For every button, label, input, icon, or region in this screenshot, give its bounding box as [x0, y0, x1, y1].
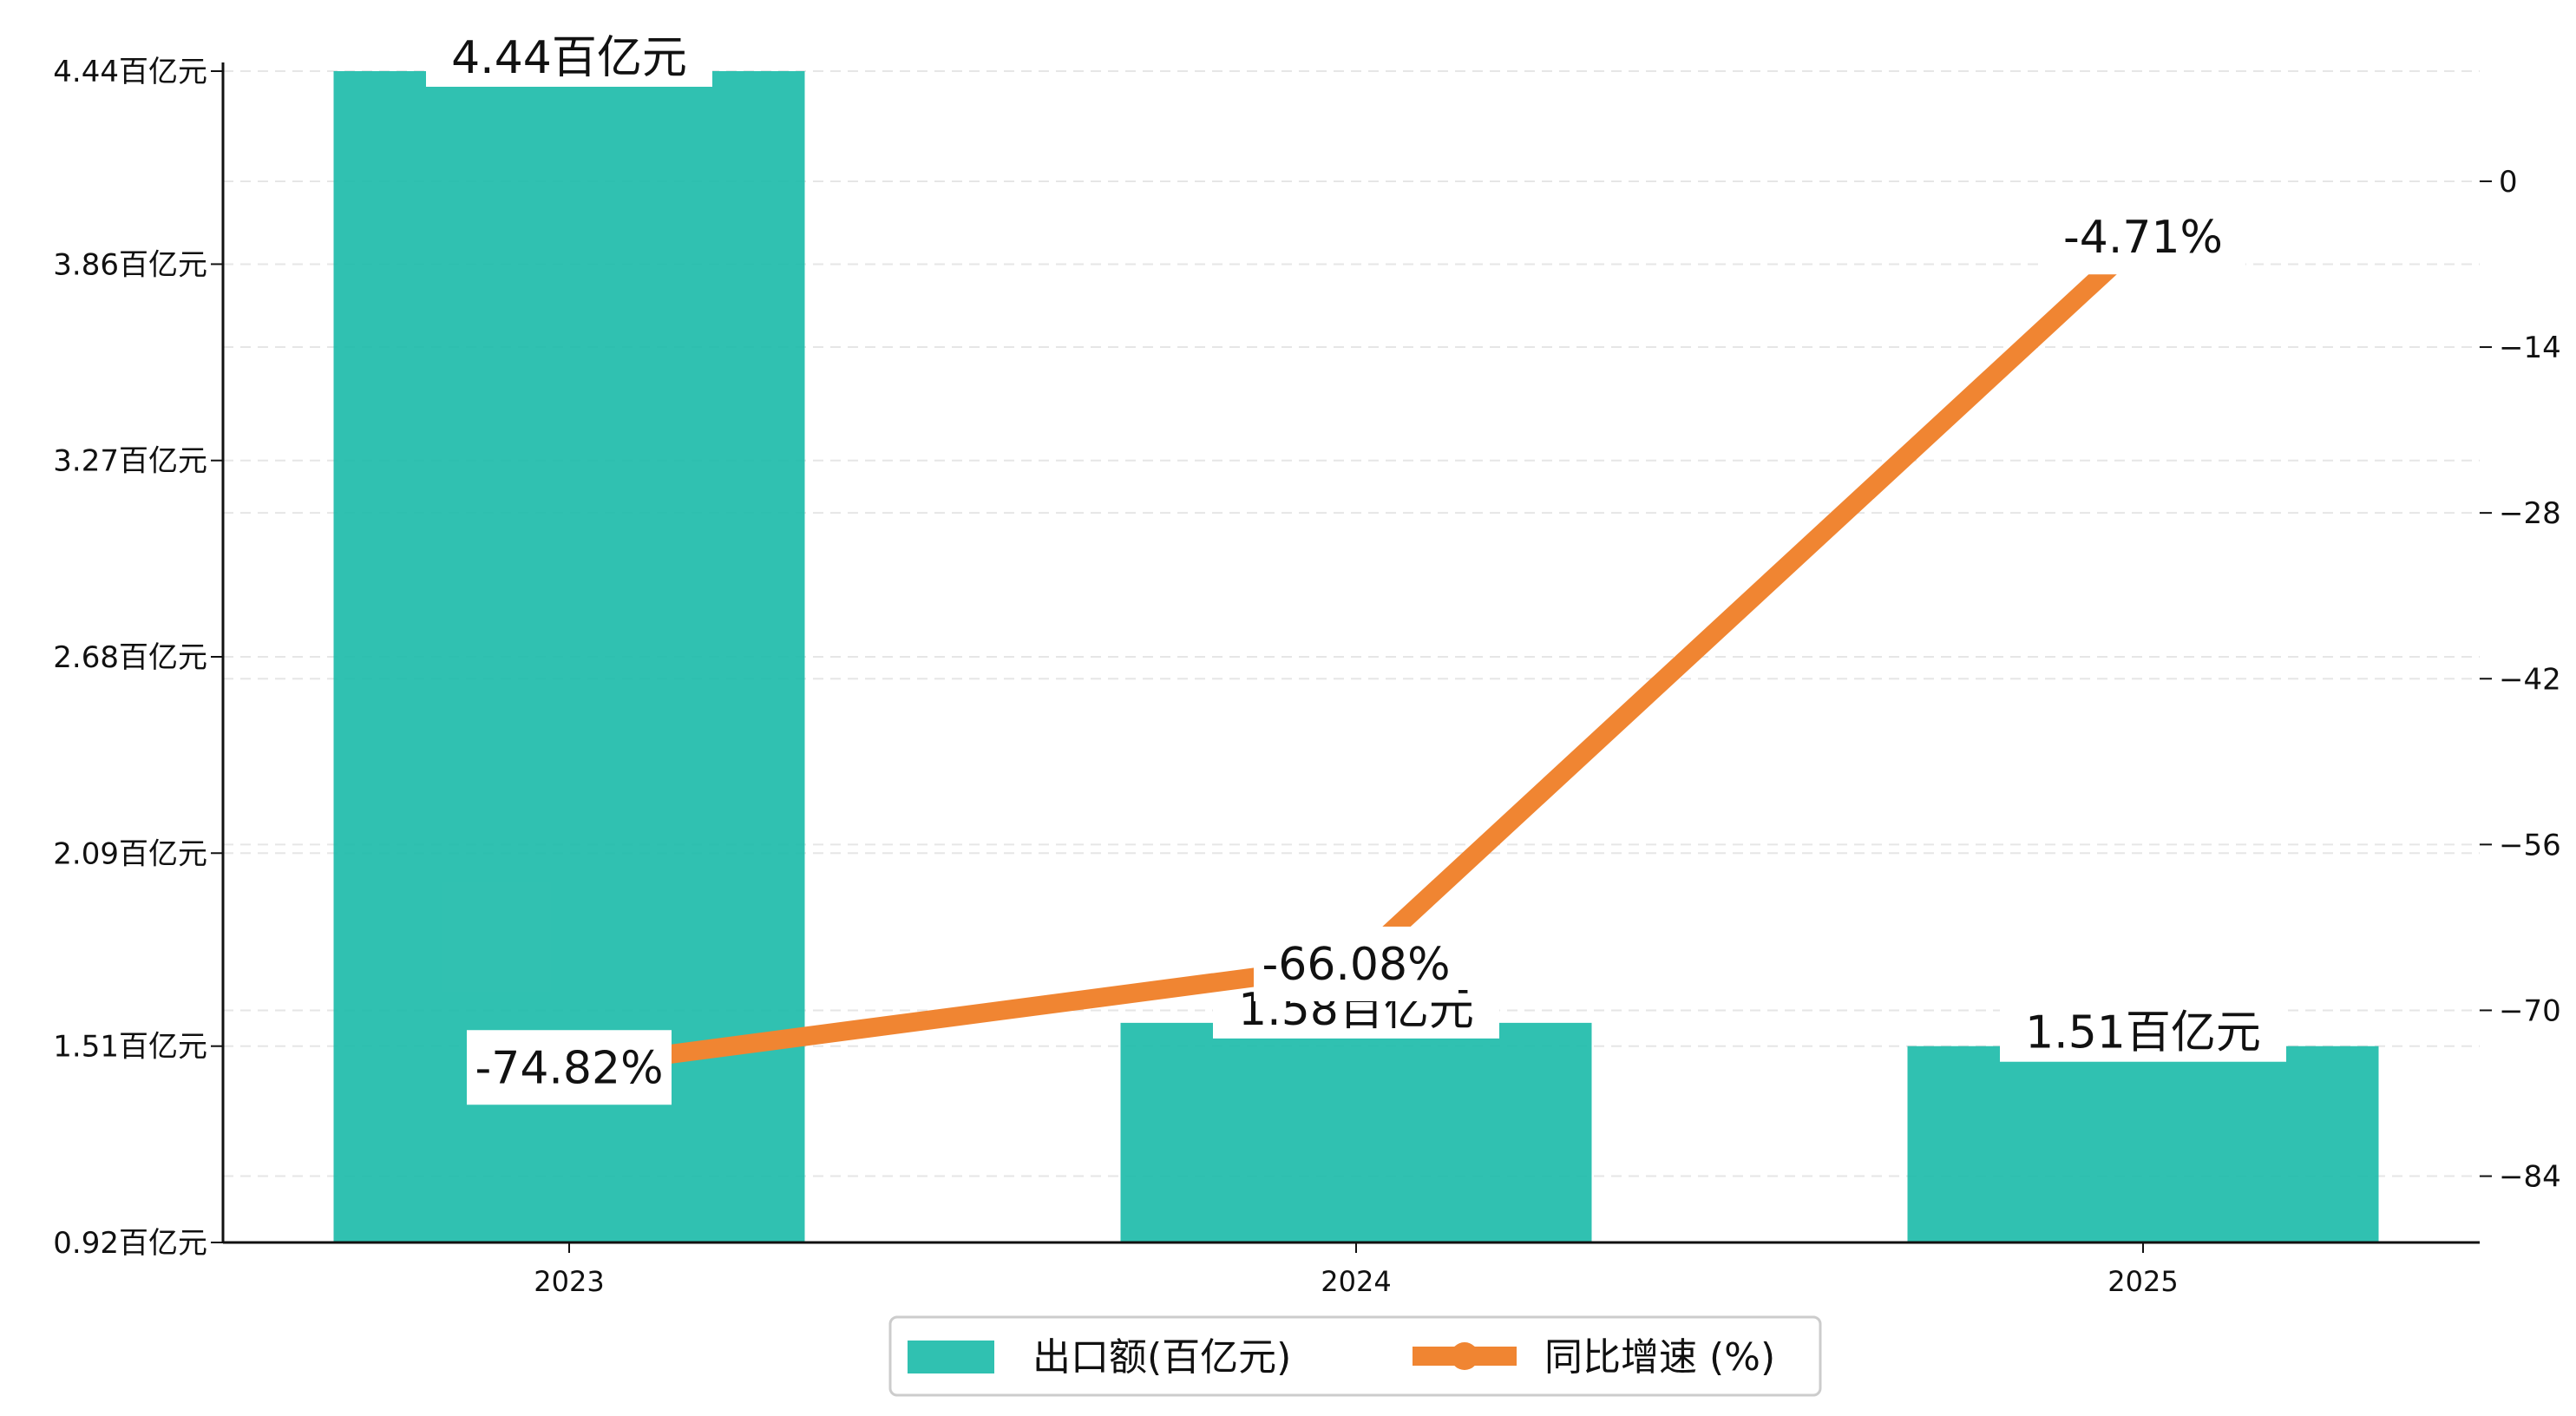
- rate-label-box: [1254, 926, 1458, 1001]
- legend-swatch-bar: [908, 1341, 994, 1373]
- right-tick-label: −42: [2499, 662, 2561, 697]
- rate-label-box: [2041, 200, 2245, 275]
- bar-value-label: 4.44百亿元: [451, 32, 687, 84]
- x-tick-label: 2025: [2107, 1265, 2178, 1298]
- rate-label-box: [467, 1030, 672, 1105]
- x-tick-label: 2024: [1321, 1265, 1391, 1298]
- bar-2025: [1907, 1046, 2379, 1242]
- axes: 0.92百亿元 1.51百亿元 2.09百亿元 2.68百亿元 3.27百亿元 3.86百…: [53, 55, 2560, 1298]
- bar-label-box: [2000, 1007, 2286, 1062]
- legend-box: [888, 1315, 1822, 1397]
- rate-value-label: -74.82%: [475, 1042, 663, 1094]
- rate-value-label: -4.71%: [2063, 212, 2223, 264]
- left-tick-label: 2.68百亿元: [53, 640, 207, 675]
- left-tick-label: 0.92百亿元: [53, 1226, 207, 1261]
- legend: 出口额(百亿元) 同比增速 (%): [888, 1315, 1822, 1397]
- right-tick-label: −14: [2499, 331, 2561, 365]
- legend-label-line: 同比增速 (%): [1544, 1335, 1775, 1380]
- legend-swatch-marker: [1451, 1342, 1478, 1370]
- data-labels: -74.82% -66.08% -4.71%: [467, 200, 2245, 1105]
- x-tick-label: 2023: [534, 1265, 604, 1298]
- right-tick-label: −70: [2499, 993, 2561, 1028]
- right-tick-label: 0: [2499, 165, 2518, 200]
- legend-label-bar: 出口额(百亿元): [1032, 1335, 1291, 1380]
- bar-value-label: 1.51百亿元: [2025, 1007, 2261, 1059]
- right-tick-label: −28: [2499, 496, 2561, 531]
- bar-label-box: [426, 33, 712, 87]
- bar-2024: [1120, 1022, 1592, 1242]
- left-tick-label: 3.27百亿元: [53, 444, 207, 479]
- left-tick-label: 3.86百亿元: [53, 247, 207, 282]
- right-tick-label: −84: [2499, 1160, 2561, 1195]
- left-tick-label: 4.44百亿元: [53, 55, 207, 89]
- left-tick-label: 2.09百亿元: [53, 836, 207, 871]
- left-tick-label: 1.51百亿元: [53, 1030, 207, 1065]
- right-tick-label: −56: [2499, 828, 2561, 862]
- rate-value-label: -66.08%: [1262, 939, 1450, 991]
